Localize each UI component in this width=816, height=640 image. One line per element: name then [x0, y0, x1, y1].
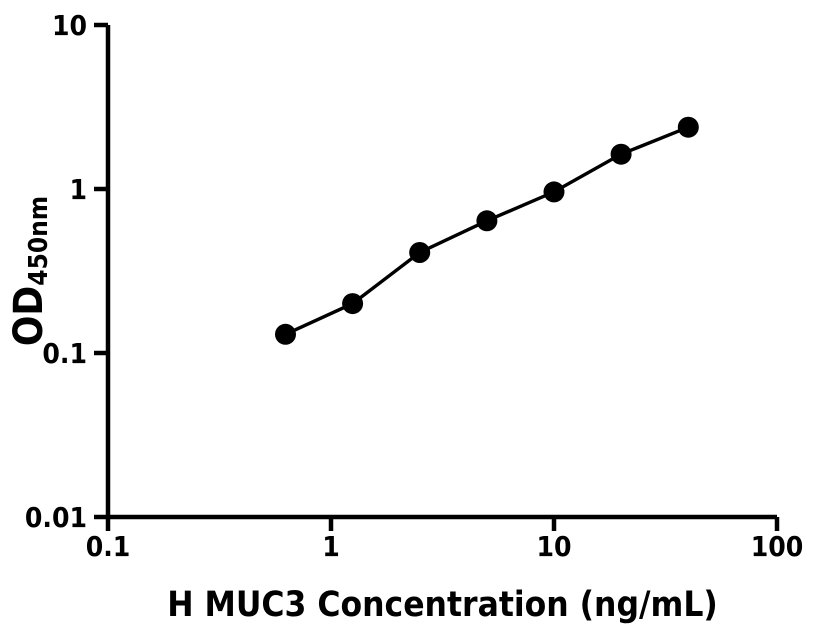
data-point-marker [610, 143, 632, 165]
y-tick-label: 0.1 [42, 337, 87, 370]
y-tick-label: 1 [69, 173, 87, 206]
data-point-marker [476, 210, 498, 232]
x-tick-label: 10 [536, 530, 571, 563]
x-axis-title: H MUC3 Concentration (ng/mL) [167, 585, 718, 625]
y-tick-label: 10 [52, 9, 87, 42]
axis-frame [105, 25, 777, 520]
x-tick-label: 1 [322, 530, 340, 563]
data-point-marker [342, 293, 364, 315]
y-tick-label: 0.01 [25, 501, 87, 534]
x-tick-label: 0.1 [86, 530, 131, 563]
data-point-marker [409, 242, 431, 263]
data-point-marker [677, 116, 699, 138]
data-point-marker [275, 323, 296, 345]
y-axis-title: OD450nm [6, 196, 54, 346]
x-tick-label: 100 [751, 530, 804, 563]
data-point-marker [543, 181, 565, 203]
